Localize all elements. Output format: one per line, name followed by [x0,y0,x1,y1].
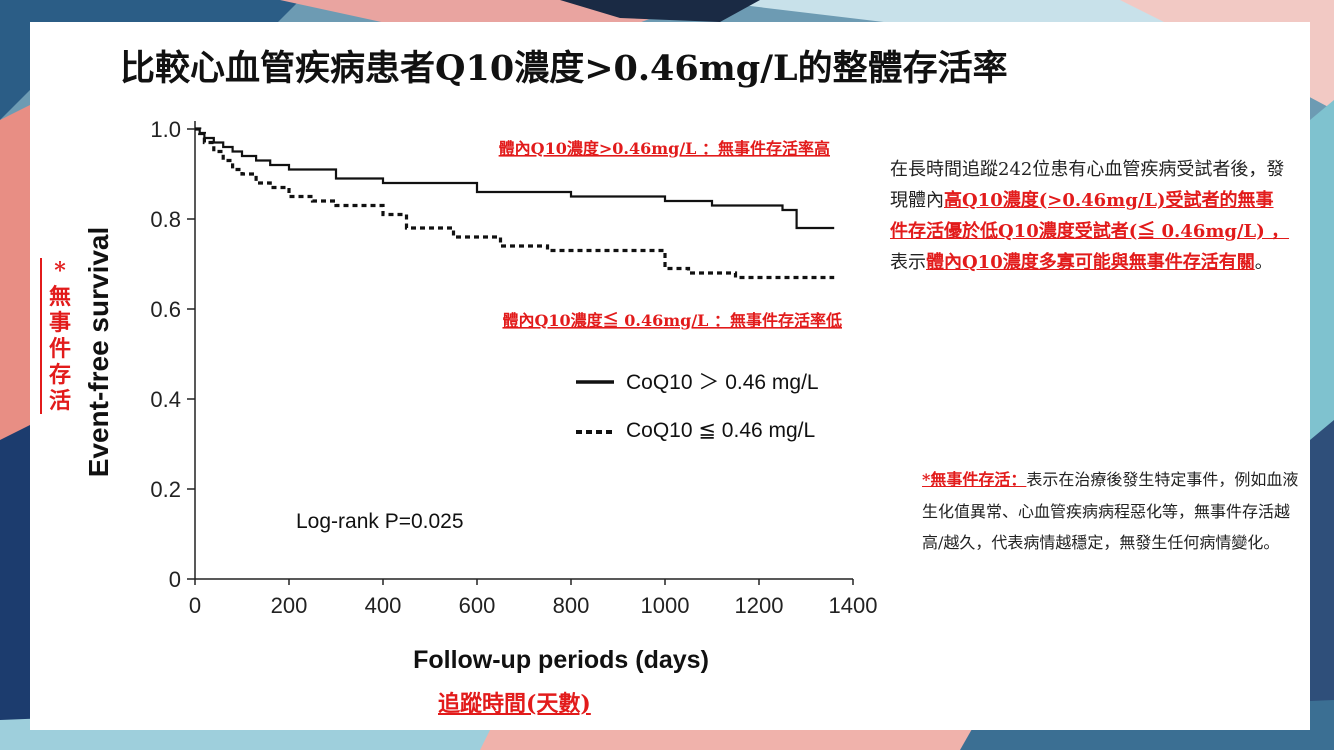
description-highlight-1: 高Q10濃度(>0.46mg/L)受試者的無事件存活優於低Q10濃度受試者(≦ … [890,190,1289,242]
annotation-low: 體內Q10濃度≦ 0.46mg/L ：無事件存活率低 [502,311,842,330]
x-axis-label: Follow-up periods (days) [413,646,709,674]
x-tick-label: 200 [271,593,308,618]
survival-line-low [195,127,835,280]
y-tick-label: 1.0 [150,117,181,142]
x-tick-label: 800 [553,593,590,618]
chart-axes [194,121,853,580]
description-highlight-2: 體內Q10濃度多寡可能與無事件存活有關 [926,252,1255,273]
x-tick-label: 1200 [735,593,784,618]
chart-series [195,127,835,280]
y-tick-label: 0 [169,567,181,592]
description-text-2: 表示 [890,252,926,273]
legend-label-high: CoQ10 ＞ 0.46 mg/L [626,371,819,394]
slide-title: 比較心血管疾病患者Q10濃度>0.46mg/L的整體存活率 [120,48,1008,89]
y-tick-label: 0.4 [150,387,181,412]
y-tick-label: 0.8 [150,207,181,232]
survival-line-high [195,127,835,230]
description-text-3: 。 [1254,252,1273,273]
x-axis-label-zh: 追蹤時間(天數) [438,691,591,717]
x-tick-label: 1400 [829,593,878,618]
footnote-text: 表示在治療後發生特定事件，例如血液生化值異常、心血管疾病病程惡化等，無事件存活越… [922,470,1299,552]
x-tick-label: 1000 [641,593,690,618]
x-tick-label: 600 [459,593,496,618]
description-text-1: 在長時間追蹤242位患有心血管疾病受試者後，發現體內 [890,159,1285,211]
y-tick-label: 0.2 [150,477,181,502]
chart-ticks: 0 0.2 0.4 0.6 0.8 1.0 0 200 400 600 800 1000 1200 140… [150,117,877,618]
annotation-high: 體內Q10濃度>0.46mg/L ：無事件存活率高 [499,139,830,158]
x-tick-label: 0 [189,593,201,618]
description-paragraph: 在長時間追蹤242位患有心血管疾病受試者後，發現體內高Q10濃度(>0.46mg… [890,154,1290,278]
content-card [30,22,1310,730]
legend: CoQ10 ＞ 0.46 mg/L CoQ10 ≦ 0.46 mg/L [576,371,819,442]
y-tick-label: 0.6 [150,297,181,322]
log-rank-pvalue: Log-rank P=0.025 [296,510,464,533]
y-axis-label-zh: * 無 事 件 存 活 [40,258,78,414]
footnote-label: *無事件存活： [922,470,1027,489]
x-tick-label: 400 [365,593,402,618]
footnote: *無事件存活：表示在治療後發生特定事件，例如血液生化值異常、心血管疾病病程惡化等… [922,464,1302,559]
y-axis-label: Event-free survival [83,227,114,478]
legend-label-low: CoQ10 ≦ 0.46 mg/L [626,419,815,442]
